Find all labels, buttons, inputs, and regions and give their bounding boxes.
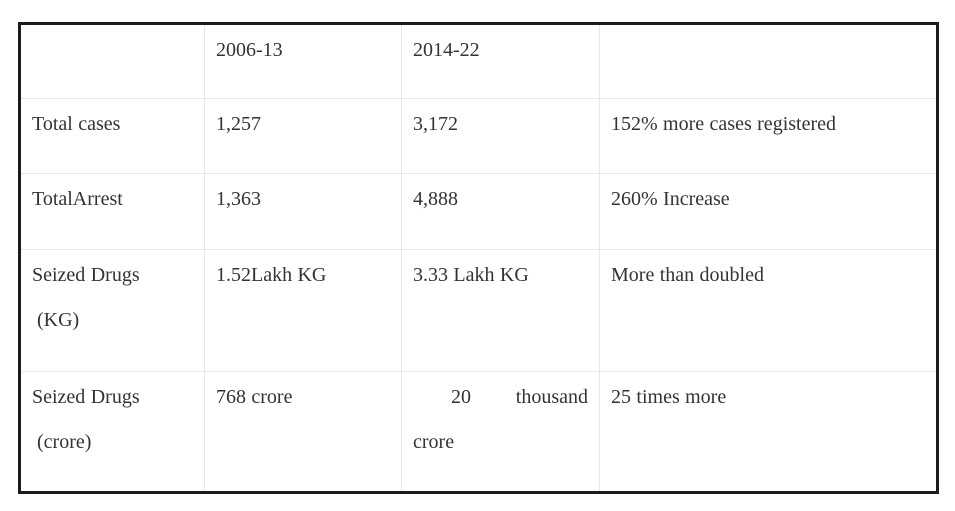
row-label-line1: Seized Drugs [32, 264, 140, 286]
table-row-total-arrest: TotalArrest 1,363 4,888 260% Increase [19, 173, 938, 250]
row-label-line2: (crore) [37, 431, 92, 453]
table-row-seized-drugs-crore: Seized Drugs (crore) 768 crore 20 thousa… [19, 371, 938, 493]
value-2006-13-cell: 1,257 [204, 98, 402, 174]
table-container: 2006-13 2014-22 Total cases 1,257 3,172 … [18, 22, 939, 494]
row-label-line2: (KG) [37, 309, 80, 331]
value-2014-22-cell: 3.33 Lakh KG [401, 249, 600, 372]
note-cell: More than doubled [599, 249, 938, 372]
row-label-cell: Total cases [19, 98, 205, 174]
note-cell: 260% Increase [599, 173, 938, 250]
value-2006-13-cell: 768 crore [204, 371, 402, 493]
header-empty-cell [599, 23, 938, 99]
row-label-cell: TotalArrest [19, 173, 205, 250]
row-label-cell: Seized Drugs (crore) [19, 371, 205, 493]
header-empty-cell [19, 23, 205, 99]
table-row-seized-drugs-kg: Seized Drugs (KG) 1.52Lakh KG 3.33 Lakh … [19, 249, 938, 372]
value-2006-13-cell: 1.52Lakh KG [204, 249, 402, 372]
value-2014-22-cell: 20 thousand crore [401, 371, 600, 493]
row-label-line1: Seized Drugs [32, 386, 140, 408]
value-2006-13-cell: 1,363 [204, 173, 402, 250]
header-row: 2006-13 2014-22 [19, 23, 938, 99]
table-row-total-cases: Total cases 1,257 3,172 152% more cases … [19, 98, 938, 174]
value-2014-22-cell: 4,888 [401, 173, 600, 250]
statistics-table: 2006-13 2014-22 Total cases 1,257 3,172 … [18, 22, 939, 494]
note-cell: 152% more cases registered [599, 98, 938, 174]
column-header-2006-13: 2006-13 [204, 23, 402, 99]
value-2014-22-cell: 3,172 [401, 98, 600, 174]
row-label-cell: Seized Drugs (KG) [19, 249, 205, 372]
note-cell: 25 times more [599, 371, 938, 493]
column-header-2014-22: 2014-22 [401, 23, 600, 99]
